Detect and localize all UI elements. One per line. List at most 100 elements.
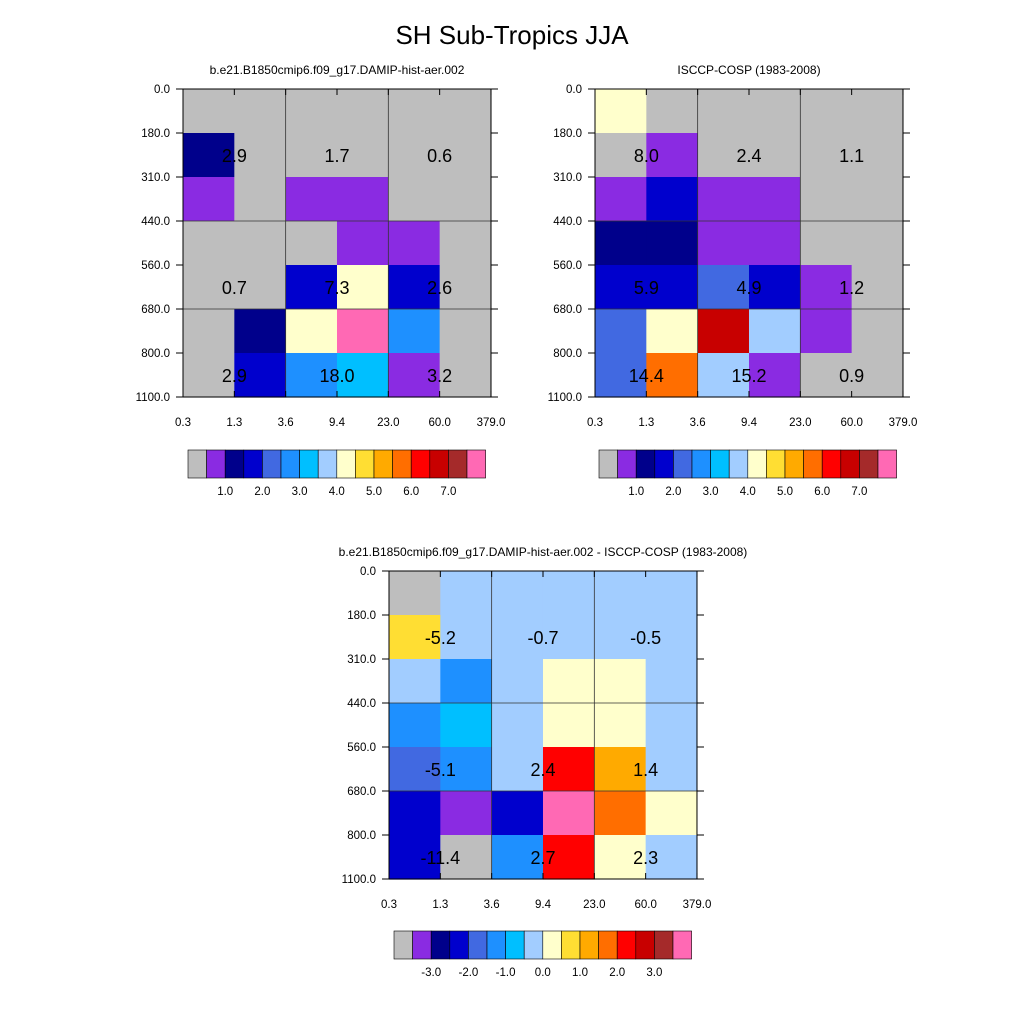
x-tick-label: 0.3 xyxy=(175,417,191,429)
heatmap-cell xyxy=(388,177,441,222)
heatmap-cell xyxy=(645,747,698,792)
panel-title: b.e21.B1850cmip6.f09_g17.DAMIP-hist-aer.… xyxy=(339,545,748,559)
y-tick-label: 800.0 xyxy=(553,348,582,360)
heatmap-cell xyxy=(440,835,493,880)
y-tick-label: 0.0 xyxy=(154,84,170,96)
colorbar-box xyxy=(393,930,413,960)
figure-title: SH Sub-Tropics JJA xyxy=(395,20,629,50)
heatmap-cell xyxy=(285,265,338,310)
heatmap-cell xyxy=(646,265,699,310)
heatmap-cell xyxy=(388,221,441,266)
heatmap-cell xyxy=(851,353,904,398)
cell-value-label: -5.2 xyxy=(425,628,456,648)
heatmap-cell xyxy=(748,221,801,266)
colorbar-box xyxy=(355,449,375,479)
heatmap-cell xyxy=(697,309,750,354)
colorbar-box xyxy=(710,449,730,479)
colorbar-box xyxy=(598,930,618,960)
colorbar-box xyxy=(654,449,674,479)
cell-value-label: -5.1 xyxy=(425,760,456,780)
y-tick-label: 310.0 xyxy=(141,172,170,184)
heatmap-cell xyxy=(234,309,287,354)
x-tick-label: 60.0 xyxy=(634,899,656,911)
colorbar-box xyxy=(672,930,692,960)
heatmap-cell xyxy=(851,133,904,178)
colorbar-label: 4.0 xyxy=(329,486,345,498)
colorbar-box xyxy=(466,449,486,479)
heatmap-cell xyxy=(440,659,493,704)
x-tick-label: 3.6 xyxy=(690,417,706,429)
y-tick-label: 800.0 xyxy=(347,830,376,842)
colorbar-label: 7.0 xyxy=(851,486,867,498)
heatmap-cell xyxy=(389,571,441,616)
colorbar-box xyxy=(392,449,412,479)
heatmap-cell xyxy=(748,309,801,354)
heatmap-cell xyxy=(542,747,595,792)
cell-value-label: -11.4 xyxy=(420,848,460,868)
y-tick-label: 680.0 xyxy=(553,304,582,316)
colorbar-label: 1.0 xyxy=(572,967,588,979)
heatmap-cell xyxy=(646,177,699,222)
heatmap-cell xyxy=(851,177,904,222)
heatmap-cell xyxy=(697,89,750,134)
heatmap-cell xyxy=(542,835,595,880)
colorbar-box xyxy=(449,930,469,960)
cell-value-label: 15.2 xyxy=(731,366,766,386)
colorbar-box xyxy=(280,449,300,479)
colorbar-box xyxy=(336,449,356,479)
heatmap-cell xyxy=(645,703,698,748)
heatmap-cell xyxy=(336,89,389,134)
heatmap-cell xyxy=(748,265,801,310)
colorbar-box xyxy=(635,449,656,479)
colorbar-label: 1.0 xyxy=(628,486,644,498)
heatmap-cell xyxy=(183,89,235,134)
heatmap-cell xyxy=(594,747,647,792)
colorbar-box xyxy=(821,449,842,479)
heatmap-cell xyxy=(439,265,492,310)
heatmap-cell xyxy=(800,177,853,222)
colorbar-box xyxy=(766,449,786,479)
colorbar-box xyxy=(673,449,693,479)
y-tick-label: 440.0 xyxy=(347,698,376,710)
heatmap-cell xyxy=(800,265,853,310)
colorbar-box xyxy=(468,930,488,960)
cell-value-label: 2.6 xyxy=(427,278,452,298)
y-tick-label: 680.0 xyxy=(141,304,170,316)
heatmap-cell xyxy=(748,353,801,398)
x-tick-label: 379.0 xyxy=(477,417,506,429)
heatmap-cell xyxy=(285,177,338,222)
heatmap-cell xyxy=(336,177,389,222)
heatmap-cell xyxy=(542,703,595,748)
heatmap-cell xyxy=(851,221,904,266)
heatmap-cell xyxy=(697,133,750,178)
heatmap-cell xyxy=(388,353,441,398)
heatmap-panel-2: ISCCP-COSP (1983-2008) 0.3 1.3 3.6 9.4 23.0 60… xyxy=(548,63,918,498)
heatmap-cell xyxy=(646,221,699,266)
colorbar-box xyxy=(654,930,674,960)
colorbar-box xyxy=(803,449,823,479)
heatmap-cell xyxy=(440,791,493,836)
colorbar: 1.0 2.0 3.0 4.0 5.0 6.0 7.0 xyxy=(598,449,897,498)
heatmap-cell xyxy=(542,791,595,836)
colorbar-box xyxy=(523,930,544,960)
colorbar-box xyxy=(691,449,711,479)
y-tick-label: 440.0 xyxy=(141,216,170,228)
heatmap-cell xyxy=(646,133,699,178)
heatmap-cell xyxy=(183,265,235,310)
heatmap-cell xyxy=(336,133,389,178)
heatmap-cell xyxy=(234,89,287,134)
heatmap-cell xyxy=(491,615,544,660)
heatmap-cell xyxy=(594,835,647,880)
x-tick-label: 60.0 xyxy=(428,417,450,429)
x-tick-label: 23.0 xyxy=(789,417,811,429)
heatmap-cell xyxy=(697,265,750,310)
colorbar-box xyxy=(505,930,525,960)
heatmap-cell xyxy=(336,353,389,398)
x-tick-label: 379.0 xyxy=(683,899,712,911)
cell-value-label: 5.9 xyxy=(634,278,659,298)
heatmap-cell xyxy=(285,133,338,178)
heatmap-cell xyxy=(800,353,853,398)
heatmap-cell xyxy=(439,177,492,222)
x-tick-label: 1.3 xyxy=(226,417,242,429)
